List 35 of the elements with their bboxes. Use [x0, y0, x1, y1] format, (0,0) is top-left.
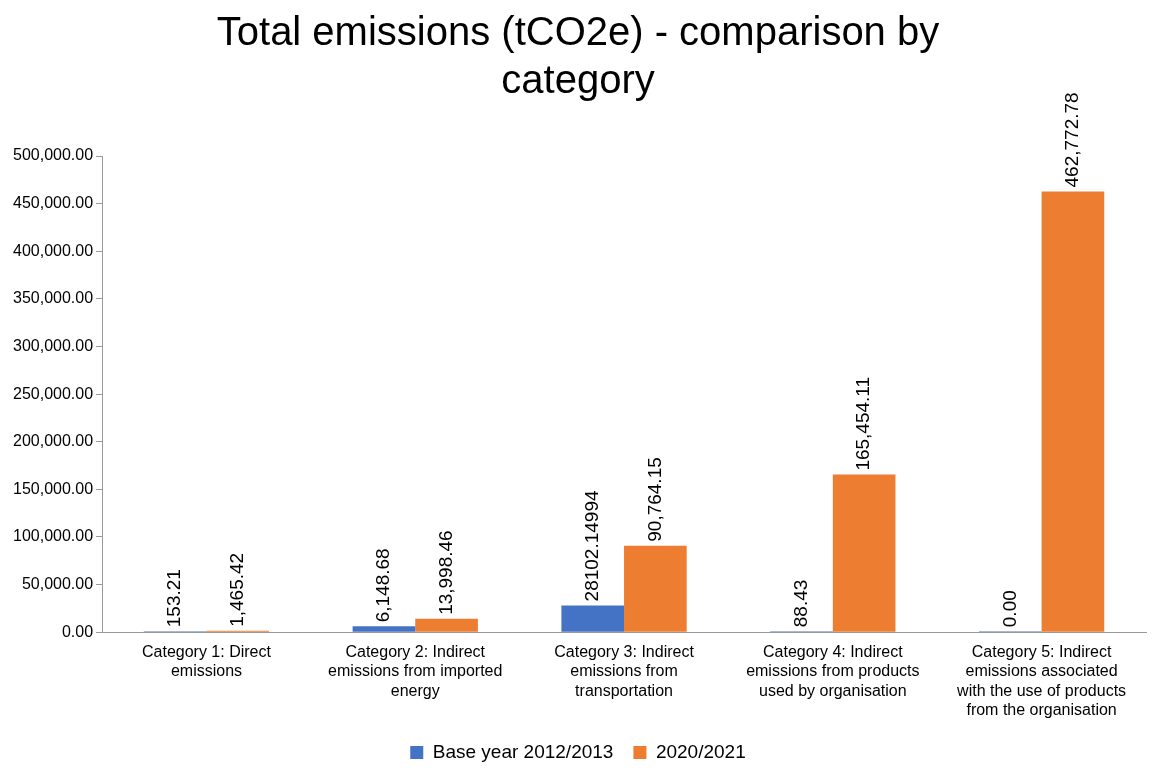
data-label: 28102.14994 [580, 490, 602, 602]
data-label: 462,772.78 [1061, 92, 1083, 188]
y-tick-label: 250,000.00 [13, 384, 94, 402]
y-tick-label: 350,000.00 [13, 289, 94, 307]
data-label: 13,998.46 [434, 530, 456, 615]
x-tick-label: Category 5: Indirect emissions associated with the use of products from the organisation [956, 643, 1127, 718]
x-tick-label: Category 4: Indirect emissions from products used by organisation [746, 643, 920, 699]
bar [832, 474, 896, 632]
x-tick-label: Category 3: Indirect emissions from transportation [554, 643, 695, 699]
y-tick-label: 450,000.00 [13, 194, 94, 212]
data-label: 0.00 [998, 590, 1020, 628]
bar [415, 618, 478, 632]
y-tick-label: 200,000.00 [13, 432, 94, 450]
y-tick-label: 300,000.00 [13, 336, 94, 354]
legend-label: 2020/2021 [655, 740, 746, 762]
x-tick-label: Category 2: Indirect emissions from imported energy [328, 643, 503, 699]
y-tick-label: 500,000.00 [13, 146, 94, 164]
data-label: 88.43 [789, 579, 811, 628]
bar [352, 626, 416, 632]
y-tick-label: 0.00 [61, 622, 94, 640]
y-tick-label: 100,000.00 [13, 527, 94, 545]
data-label: 90,764.15 [643, 457, 665, 542]
bar [624, 545, 687, 632]
y-tick-label: 400,000.00 [13, 241, 94, 259]
y-tick-label: 50,000.00 [21, 574, 94, 592]
legend-label: Base year 2012/2013 [432, 740, 614, 762]
data-label: 165,454.11 [852, 376, 874, 471]
bar [1041, 191, 1105, 632]
x-tick-label: Category 1: Direct emissions [142, 643, 272, 680]
bar [561, 605, 625, 632]
data-label: 6,148.68 [372, 548, 394, 623]
data-label: 153.21 [163, 569, 185, 628]
chart-title: Total emissions (tCO2e) - comparison by category [216, 9, 940, 102]
data-label: 1,465.42 [226, 552, 248, 627]
y-tick-label: 150,000.00 [13, 479, 94, 497]
